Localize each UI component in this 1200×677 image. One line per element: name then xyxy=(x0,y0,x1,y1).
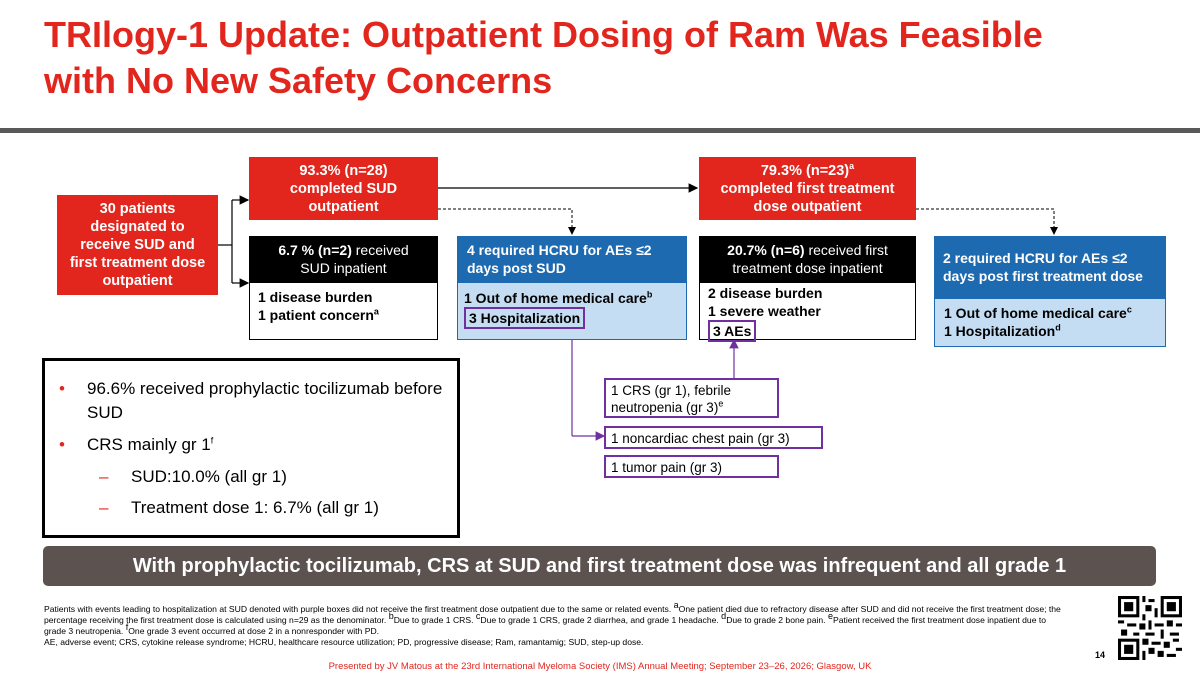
subbullet-treatment-dose: – Treatment dose 1: 6.7% (all gr 1) xyxy=(99,498,379,517)
aes-purple-box: 3 AEs xyxy=(708,320,757,342)
footnotes: Patients with events leading to hospital… xyxy=(44,600,1061,647)
first-dose-outpatient-box: 79.3% (n=23)a completed first treatment … xyxy=(699,157,916,220)
qr-code-icon[interactable] xyxy=(1118,596,1182,660)
conclusion-banner: With prophylactic tocilizumab, CRS at SU… xyxy=(43,546,1156,586)
subbullet-sud: – SUD:10.0% (all gr 1) xyxy=(99,467,287,486)
bullet-crs: • CRS mainly gr 1f xyxy=(59,435,214,454)
first-dose-inpatient-header: 20.7% (n=6) received first treatment dos… xyxy=(699,236,916,282)
title-divider xyxy=(0,128,1200,133)
sud-hcru-header: 4 required HCRU for AEs ≤2 days post SUD xyxy=(457,236,687,282)
first-dose-inpatient-reasons: 2 disease burden 1 severe weather 3 AEs xyxy=(699,282,916,342)
sud-inpatient-reasons: 1 disease burden 1 patient concerna xyxy=(249,282,438,340)
slide-title: TRIlogy-1 Update: Outpatient Dosing of R… xyxy=(44,14,1043,101)
ae-box-crs: 1 CRS (gr 1), febrile neutropenia (gr 3)… xyxy=(604,378,779,418)
hospitalization-purple-box: 3 Hospitalization xyxy=(464,307,586,329)
bullet-prophylaxis: • 96.6% received prophylactic tocilizumab… xyxy=(59,379,443,422)
first-dose-hcru-items: 1 Out of home medical carec 1 Hospitaliz… xyxy=(934,298,1166,347)
patients-box: 30 patients designated to receive SUD an… xyxy=(57,195,218,295)
sud-inpatient-header: 6.7 % (n=2) received SUD inpatient xyxy=(249,236,438,282)
key-findings-box: • 96.6% received prophylactic tocilizumab… xyxy=(42,358,460,538)
presented-by: Presented by JV Matous at the 23rd Inter… xyxy=(328,661,872,672)
sud-outpatient-box: 93.3% (n=28) completed SUD outpatient xyxy=(249,157,438,220)
ae-box-tumor-pain: 1 tumor pain (gr 3) xyxy=(604,455,779,478)
first-dose-hcru-header: 2 required HCRU for AEs ≤2 days post fir… xyxy=(934,236,1166,298)
sud-hcru-items: 1 Out of home medical careb 3 Hospitaliz… xyxy=(457,282,687,340)
page-number: 14 xyxy=(1094,650,1105,660)
ae-box-chest-pain: 1 noncardiac chest pain (gr 3) xyxy=(604,426,823,449)
